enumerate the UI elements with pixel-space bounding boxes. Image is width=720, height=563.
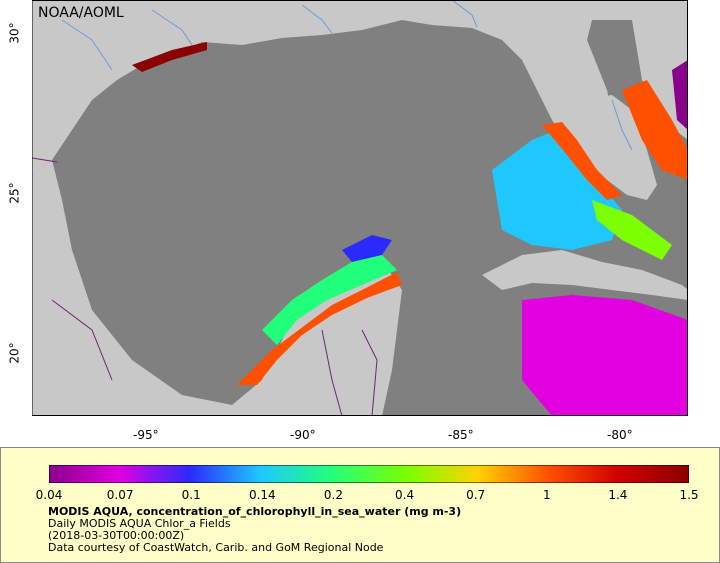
lon-tick-label: -80°: [607, 428, 633, 442]
river-2: [151, 9, 193, 46]
chl-florida-keys: [592, 200, 672, 260]
river-5: [611, 99, 633, 151]
colorbar-tick-label: 0.7: [466, 488, 486, 502]
chl-east-coast-purple: [672, 60, 688, 130]
legend-panel: 0.04 0.07 0.1 0.14 0.2 0.4 0.7 1 1.4 1.5 MODIS AQ…: [0, 447, 720, 563]
river-4: [451, 0, 478, 28]
colorbar-tick-label: 0.07: [106, 488, 134, 502]
colorbar-gradient: [49, 465, 689, 483]
chl-east-coast: [622, 80, 688, 180]
colorbar-tick-label: 0.4: [395, 488, 415, 502]
lon-tick-label: -95°: [133, 428, 159, 442]
land-yucatan: [232, 268, 402, 416]
colorbar-tick-label: 0.1: [181, 488, 201, 502]
chlorophyll-map: [32, 0, 688, 416]
lon-tick-label: -90°: [290, 428, 316, 442]
lat-tick-label: 25°: [7, 182, 22, 204]
border-mexico-states-2: [321, 329, 343, 416]
chl-florida-low: [492, 130, 622, 250]
lat-tick-label: 20°: [7, 342, 22, 364]
border-mexico-states-1: [51, 299, 113, 381]
legend-title: MODIS AQUA, concentration_of_chlorophyll…: [48, 505, 462, 518]
colorbar-tick-label: 1: [542, 488, 551, 502]
colorbar-tick-label: 0.14: [248, 488, 276, 502]
credit-label: NOAA/AOML: [38, 5, 124, 21]
river-1: [61, 19, 113, 71]
chl-campeche-high: [237, 272, 402, 385]
colorbar-tick-label: 1.5: [679, 488, 699, 502]
chl-texas-coast: [132, 42, 207, 72]
legend-source: Data courtesy of CoastWatch, Carib. and …: [48, 541, 384, 554]
map-frame[interactable]: NOAA/AOML: [32, 0, 688, 416]
chlorophyll-field: [132, 42, 688, 416]
colorbar-tick-label: 0.2: [323, 488, 343, 502]
frame-ticks: [32, 0, 688, 416]
border-us-mexico: [32, 157, 58, 163]
border-yucatan: [361, 329, 378, 416]
map-panel: NOAA/AOML -95° -90° -85° -80° 30° 25° 20…: [7, 0, 688, 442]
river-3: [301, 4, 333, 34]
colorbar-tick-label: 1.4: [608, 488, 628, 502]
lon-tick-label: -85°: [448, 428, 474, 442]
rivers: [61, 0, 633, 151]
borders: [32, 157, 378, 416]
land-bahamas: [632, 20, 688, 140]
legend-date: (2018-03-30T00:00:00Z): [48, 529, 185, 542]
chl-campeche-low: [342, 235, 392, 262]
colorbar: [49, 465, 689, 483]
lat-tick-label: 30°: [7, 22, 22, 44]
chl-caribbean: [522, 295, 688, 416]
land-florida: [552, 95, 657, 200]
chl-campeche-mid: [262, 255, 397, 345]
chl-florida-high: [542, 122, 622, 200]
land-mexico: [32, 160, 272, 416]
colorbar-tick-label: 0.04: [35, 488, 63, 502]
land-us-gulf-coast: [32, 0, 688, 175]
legend-subtitle: Daily MODIS AQUA Chlor_a Fields: [48, 517, 231, 530]
land-cuba: [482, 250, 688, 300]
